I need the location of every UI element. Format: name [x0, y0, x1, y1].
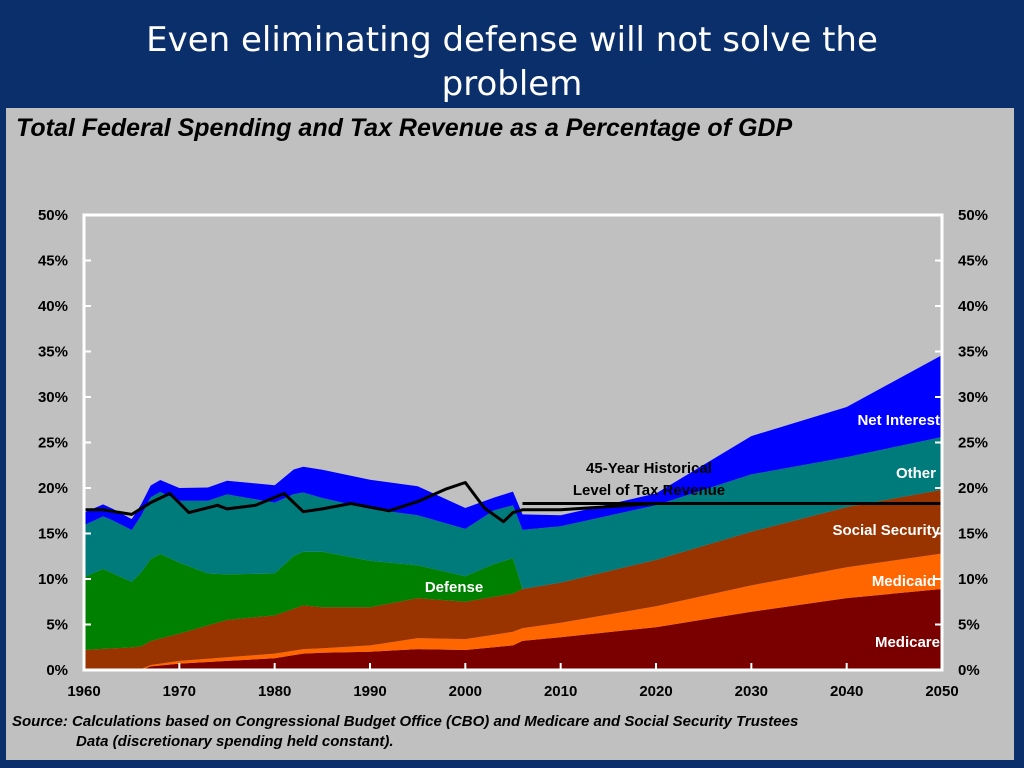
y-tick-label-left: 0%	[46, 662, 68, 679]
tick-labels: 0% 0% 5% 5% 10% 10% 15% 15% 20% 20% 25% 25% 30% 30% 35…	[38, 207, 988, 700]
revenue-lines	[84, 481, 942, 524]
series-labels: Net Interest Other Social Security Medic…	[425, 412, 941, 651]
y-tick-label-left: 10%	[38, 571, 68, 588]
area-chart: 0% 0% 5% 5% 10% 10% 15% 15% 20% 20% 25% 25% 30% 30% 35…	[38, 207, 988, 700]
area-medicare	[84, 589, 942, 670]
axes	[82, 213, 944, 672]
y-tick-label-right: 25%	[958, 435, 988, 452]
x-tick-label: 1960	[67, 683, 100, 700]
y-tick-label-left: 45%	[38, 253, 68, 270]
y-tick-label-right: 15%	[958, 526, 988, 543]
source-note-line-2: Data (discretionary spending held consta…	[76, 733, 394, 750]
x-tick-label: 2040	[830, 683, 863, 700]
area-defense	[84, 489, 942, 650]
label-medicaid: Medicaid	[872, 573, 936, 590]
chart-title: Total Federal Spending and Tax Revenue a…	[16, 114, 793, 142]
line-revenue	[84, 481, 942, 524]
x-tick-label: 2050	[925, 683, 958, 700]
x-tick-label: 1970	[163, 683, 196, 700]
label-defense: Defense	[425, 579, 483, 596]
slide-title-line-2: problem	[441, 64, 583, 104]
x-tick-label: 2010	[544, 683, 577, 700]
slide-title-line-1: Even eliminating defense will not solve …	[146, 20, 878, 60]
y-tick-label-right: 5%	[958, 617, 980, 634]
x-tick-label: 1980	[258, 683, 291, 700]
label-social-security: Social Security	[832, 522, 940, 539]
y-tick-label-right: 40%	[958, 298, 988, 315]
source-note: Source: Calculations based on Congressio…	[12, 712, 1002, 752]
area-social-security	[84, 489, 942, 670]
y-tick-label-left: 30%	[38, 389, 68, 406]
y-tick-label-left: 20%	[38, 480, 68, 497]
y-tick-label-left: 40%	[38, 298, 68, 315]
x-tick-label: 2030	[735, 683, 768, 700]
y-tick-label-left: 5%	[46, 617, 68, 634]
label-historical-line-1: 45-Year Historical	[586, 460, 712, 477]
y-tick-label-right: 45%	[958, 253, 988, 270]
label-medicare: Medicare	[875, 634, 940, 651]
chart-panel: Total Federal Spending and Tax Revenue a…	[6, 108, 1014, 760]
y-tick-label-left: 50%	[38, 207, 68, 224]
y-tick-label-left: 25%	[38, 435, 68, 452]
y-tick-label-right: 50%	[958, 207, 988, 224]
x-tick-label: 2000	[449, 683, 482, 700]
label-other: Other	[896, 465, 936, 482]
x-tick-label: 2020	[639, 683, 672, 700]
label-historical-line-2: Level of Tax Revenue	[573, 482, 725, 499]
y-tick-label-left: 35%	[38, 344, 68, 361]
area-net-interest	[84, 355, 942, 530]
y-tick-label-left: 15%	[38, 526, 68, 543]
x-tick-label: 1990	[353, 683, 386, 700]
slide-title: Even eliminating defense will not solve …	[0, 18, 1024, 106]
y-tick-label-right: 35%	[958, 344, 988, 361]
y-tick-label-right: 30%	[958, 389, 988, 406]
y-tick-label-right: 0%	[958, 662, 980, 679]
source-note-line-1: Source: Calculations based on Congressio…	[12, 713, 799, 730]
y-tick-label-right: 20%	[958, 480, 988, 497]
y-tick-label-right: 10%	[958, 571, 988, 588]
label-net-interest: Net Interest	[857, 412, 940, 429]
